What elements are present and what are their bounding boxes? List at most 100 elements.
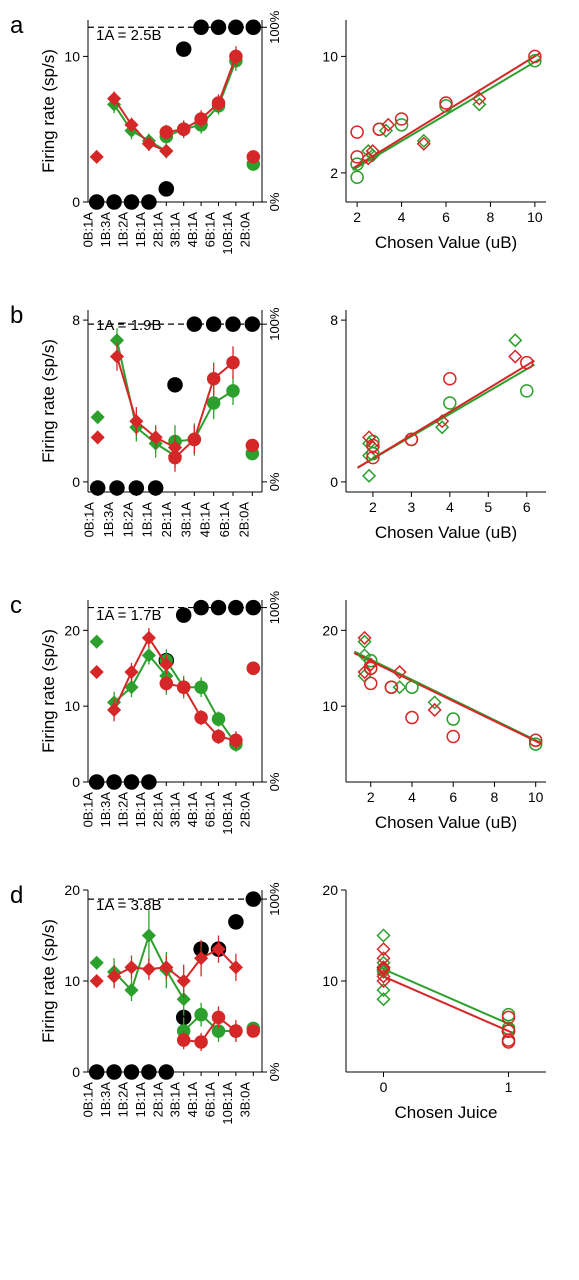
svg-text:3: 3 — [407, 499, 415, 515]
svg-text:4B:1A: 4B:1A — [185, 792, 200, 828]
svg-text:2: 2 — [353, 209, 361, 225]
svg-text:0: 0 — [72, 774, 80, 790]
svg-text:8: 8 — [487, 209, 495, 225]
svg-text:2B:1A: 2B:1A — [150, 792, 165, 828]
svg-text:6B:1A: 6B:1A — [203, 792, 218, 828]
svg-text:8: 8 — [330, 312, 338, 328]
svg-text:6B:1A: 6B:1A — [203, 212, 218, 248]
svg-text:2B:1A: 2B:1A — [159, 502, 174, 538]
svg-text:10: 10 — [528, 789, 544, 805]
svg-text:1B:2A: 1B:2A — [116, 792, 131, 828]
svg-text:2: 2 — [367, 789, 375, 805]
svg-text:Chosen Value (uB): Chosen Value (uB) — [375, 233, 517, 252]
svg-text:4B:1A: 4B:1A — [185, 1082, 200, 1118]
panel-a-label: a — [10, 10, 32, 40]
svg-text:1A = 3.8B: 1A = 3.8B — [96, 897, 161, 914]
svg-text:2B:1A: 2B:1A — [150, 212, 165, 248]
svg-text:20: 20 — [322, 882, 338, 898]
svg-text:3B:1A: 3B:1A — [168, 792, 183, 828]
panel-d-left-plot: 010200%100%0B:1A1B:3A1B:2A1B:1A2B:1A3B:1… — [38, 880, 294, 1150]
svg-text:Chosen Juice: Chosen Juice — [394, 1103, 497, 1122]
svg-text:3B:1A: 3B:1A — [168, 212, 183, 248]
svg-text:0%: 0% — [267, 1062, 282, 1081]
svg-text:2B:0A: 2B:0A — [236, 502, 251, 538]
svg-text:0: 0 — [72, 474, 80, 490]
svg-text:4B:1A: 4B:1A — [185, 212, 200, 248]
panel-b-left-plot: 0 8 0% 100% 0B:1A 1B:3A 1B:2A 1B:1A 2B:1A 3B:1A 4B… — [38, 300, 294, 570]
svg-text:20: 20 — [322, 622, 338, 638]
svg-text:10: 10 — [527, 209, 543, 225]
svg-text:100%: 100% — [267, 10, 282, 44]
svg-text:1A = 1.9B: 1A = 1.9B — [96, 317, 161, 334]
svg-text:1: 1 — [505, 1079, 513, 1095]
panel-b-row: b 080%100%0B:1A1B:3A1B:2A1B:1A2B:1A3B:1A… — [10, 300, 579, 570]
svg-text:0B:1A: 0B:1A — [81, 792, 96, 828]
svg-text:1B:1A: 1B:1A — [140, 502, 155, 538]
svg-text:10: 10 — [64, 698, 80, 714]
svg-text:10B:1A: 10B:1A — [220, 792, 235, 835]
svg-text:10: 10 — [322, 698, 338, 714]
svg-text:1B:3A: 1B:3A — [98, 792, 113, 828]
panel-b-right-plot: 2345608Chosen Value (uB) — [300, 300, 556, 550]
panel-d-label: d — [10, 880, 32, 910]
svg-text:3B:0A: 3B:0A — [237, 1082, 252, 1118]
svg-text:2B:0A: 2B:0A — [237, 212, 252, 248]
svg-text:6: 6 — [523, 499, 531, 515]
svg-text:1B:3A: 1B:3A — [98, 212, 113, 248]
svg-text:10: 10 — [64, 48, 80, 64]
svg-text:0%: 0% — [267, 472, 282, 491]
panel-a-left-plot: 0100%100%0B:1A1B:3A1B:2A1B:1A2B:1A3B:1A4… — [38, 10, 294, 280]
figure-container: a 0100%100%0B:1A1B:3A1B:2A1B:1A2B:1A3B:1… — [10, 10, 579, 1150]
svg-text:1A = 2.5B: 1A = 2.5B — [96, 27, 161, 44]
svg-text:6: 6 — [449, 789, 457, 805]
svg-text:Chosen Value (uB): Chosen Value (uB) — [375, 523, 517, 542]
svg-text:1B:1A: 1B:1A — [133, 212, 148, 248]
svg-text:8: 8 — [491, 789, 499, 805]
svg-text:1B:2A: 1B:2A — [116, 1082, 131, 1118]
svg-text:0: 0 — [72, 1064, 80, 1080]
svg-text:1A = 1.7B: 1A = 1.7B — [96, 607, 161, 624]
panel-c-left-plot: 010200%100%0B:1A1B:3A1B:2A1B:1A2B:1A3B:1… — [38, 590, 294, 860]
svg-text:20: 20 — [64, 622, 80, 638]
svg-text:4: 4 — [446, 499, 454, 515]
svg-text:1B:2A: 1B:2A — [120, 502, 135, 538]
svg-text:8: 8 — [72, 312, 80, 328]
svg-text:2B:0A: 2B:0A — [237, 792, 252, 828]
svg-text:Firing rate (sp/s): Firing rate (sp/s) — [39, 49, 58, 173]
svg-text:0%: 0% — [267, 772, 282, 791]
svg-text:Firing rate (sp/s): Firing rate (sp/s) — [39, 339, 58, 463]
svg-text:2B:1A: 2B:1A — [150, 1082, 165, 1118]
svg-text:1B:3A: 1B:3A — [101, 502, 116, 538]
svg-text:100%: 100% — [267, 307, 282, 341]
svg-text:1B:1A: 1B:1A — [133, 1082, 148, 1118]
svg-text:10: 10 — [322, 973, 338, 989]
svg-text:0B:1A: 0B:1A — [81, 212, 96, 248]
svg-text:2: 2 — [369, 499, 377, 515]
svg-text:100%: 100% — [267, 591, 282, 625]
svg-text:4: 4 — [398, 209, 406, 225]
svg-text:5: 5 — [484, 499, 492, 515]
svg-text:0B:1A: 0B:1A — [82, 502, 97, 538]
svg-text:10: 10 — [322, 48, 338, 64]
svg-text:10B:1A: 10B:1A — [220, 212, 235, 255]
svg-text:2: 2 — [330, 165, 338, 181]
svg-text:0: 0 — [380, 1079, 388, 1095]
panel-a-row: a 0100%100%0B:1A1B:3A1B:2A1B:1A2B:1A3B:1… — [10, 10, 579, 280]
svg-text:20: 20 — [64, 882, 80, 898]
svg-text:6B:1A: 6B:1A — [217, 502, 232, 538]
panel-d-right-plot: 0 1 10 20 Chosen Juice — [300, 880, 556, 1130]
svg-text:4B:1A: 4B:1A — [198, 502, 213, 538]
svg-text:1B:2A: 1B:2A — [116, 212, 131, 248]
svg-text:0%: 0% — [267, 192, 282, 211]
svg-text:Firing rate (sp/s): Firing rate (sp/s) — [39, 629, 58, 753]
svg-text:1B:3A: 1B:3A — [98, 1082, 113, 1118]
panel-c-right-plot: 2468101020Chosen Value (uB) — [300, 590, 556, 840]
svg-text:3B:1A: 3B:1A — [178, 502, 193, 538]
svg-text:0: 0 — [72, 194, 80, 210]
svg-text:6B:1A: 6B:1A — [203, 1082, 218, 1118]
svg-text:Firing rate (sp/s): Firing rate (sp/s) — [39, 919, 58, 1043]
svg-text:0B:1A: 0B:1A — [81, 1082, 96, 1118]
panel-d-row: d 010200%100%0B:1A1B:3A1B:2A1B:1A2B:1A3B… — [10, 880, 579, 1150]
svg-text:100%: 100% — [267, 882, 282, 916]
svg-text:10B:1A: 10B:1A — [220, 1082, 235, 1125]
